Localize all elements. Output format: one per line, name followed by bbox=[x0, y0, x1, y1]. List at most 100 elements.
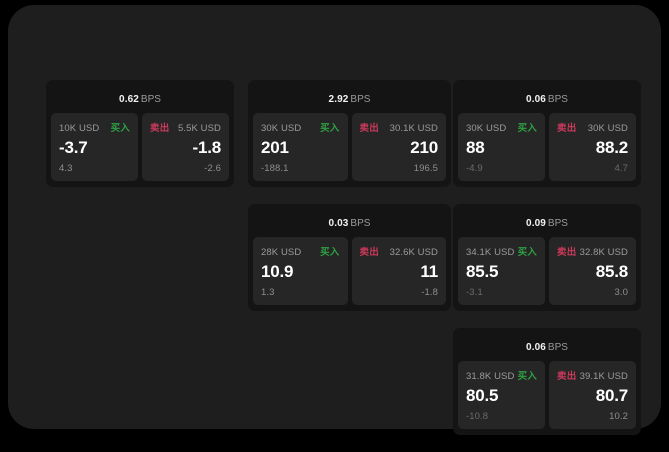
bps-unit-label: BPS bbox=[140, 94, 161, 105]
ask-price-row: 85.8 bbox=[557, 259, 628, 283]
bid-price-row: 80.5 bbox=[466, 383, 537, 407]
quote-card[interactable]: 0.62 BPS 10K USD 买入 -3.7 4.3 卖出 5.5K USD -1.8 -2.… bbox=[46, 80, 234, 187]
card-body: 31.8K USD 买入 80.5 -10.8 卖出 39.1K USD 80.7 10.2 bbox=[458, 361, 636, 429]
bid-panel[interactable]: 30K USD 买入 88 -4.9 bbox=[458, 113, 545, 181]
bid-price-value: 85.5 bbox=[466, 261, 499, 281]
card-header: 0.06 BPS bbox=[458, 85, 636, 113]
bid-delta-value: -188.1 bbox=[261, 162, 289, 174]
bid-panel[interactable]: 10K USD 买入 -3.7 4.3 bbox=[51, 113, 138, 181]
bps-value: 2.92 bbox=[328, 94, 349, 105]
ask-header-row: 卖出 39.1K USD bbox=[557, 368, 628, 382]
buy-action-label[interactable]: 买入 bbox=[320, 123, 340, 134]
sell-action-label[interactable]: 卖出 bbox=[557, 247, 577, 258]
bid-panel[interactable]: 34.1K USD 买入 85.5 -3.1 bbox=[458, 237, 545, 305]
quote-column-0: 0.62 BPS 10K USD 买入 -3.7 4.3 卖出 5.5K USD -1.8 -2.… bbox=[46, 80, 234, 204]
ask-panel[interactable]: 卖出 30.1K USD 210 196.5 bbox=[351, 113, 446, 181]
buy-action-label[interactable]: 买入 bbox=[517, 123, 537, 134]
quote-column-1: 2.92 BPS 30K USD 买入 201 -188.1 卖出 30.1K USD 210 1… bbox=[248, 80, 451, 328]
ask-delta-row: 10.2 bbox=[557, 410, 628, 422]
bid-price-row: 85.5 bbox=[466, 259, 537, 283]
bid-delta-row: 1.3 bbox=[261, 286, 340, 298]
bid-size-label: 28K USD bbox=[261, 247, 302, 258]
ask-delta-value: 3.0 bbox=[614, 286, 628, 298]
ask-panel[interactable]: 卖出 32.6K USD 11 -1.8 bbox=[351, 237, 446, 305]
bid-size-label: 30K USD bbox=[261, 123, 302, 134]
ask-size-label: 30K USD bbox=[587, 123, 628, 134]
ask-delta-value: -1.8 bbox=[421, 286, 438, 298]
bps-unit-label: BPS bbox=[547, 94, 568, 105]
bid-delta-row: -4.9 bbox=[466, 162, 537, 174]
bps-value: 0.06 bbox=[526, 342, 546, 353]
ask-size-label: 30.1K USD bbox=[389, 123, 438, 134]
card-body: 30K USD 买入 88 -4.9 卖出 30K USD 88.2 4.7 bbox=[458, 113, 636, 181]
quote-card[interactable]: 0.06 BPS 30K USD 买入 88 -4.9 卖出 30K USD 88.2 4.7 bbox=[453, 80, 641, 187]
ask-price-row: 11 bbox=[360, 259, 438, 283]
bps-unit-label: BPS bbox=[547, 342, 568, 353]
bid-price-value: 80.5 bbox=[466, 385, 499, 405]
bid-panel[interactable]: 28K USD 买入 10.9 1.3 bbox=[253, 237, 348, 305]
ask-panel[interactable]: 卖出 5.5K USD -1.8 -2.6 bbox=[142, 113, 229, 181]
ask-panel[interactable]: 卖出 30K USD 88.2 4.7 bbox=[549, 113, 636, 181]
bid-size-label: 30K USD bbox=[466, 123, 507, 134]
ask-size-label: 32.8K USD bbox=[579, 247, 628, 258]
ask-price-value: 88.2 bbox=[595, 137, 628, 157]
bid-delta-value: -3.1 bbox=[466, 286, 483, 298]
bps-unit-label: BPS bbox=[547, 218, 568, 229]
ask-panel[interactable]: 卖出 32.8K USD 85.8 3.0 bbox=[549, 237, 636, 305]
ask-delta-value: 10.2 bbox=[609, 410, 628, 422]
bid-header-row: 10K USD 买入 bbox=[59, 120, 130, 134]
ask-header-row: 卖出 30.1K USD bbox=[359, 120, 439, 134]
bid-price-value: -3.7 bbox=[59, 137, 88, 157]
quote-card[interactable]: 0.09 BPS 34.1K USD 买入 85.5 -3.1 卖出 32.8K USD 85.… bbox=[453, 204, 641, 311]
bps-value: 0.62 bbox=[119, 94, 139, 105]
card-header: 0.06 BPS bbox=[458, 333, 636, 361]
quote-card[interactable]: 2.92 BPS 30K USD 买入 201 -188.1 卖出 30.1K USD 210 1… bbox=[248, 80, 451, 187]
bid-delta-row: 4.3 bbox=[59, 162, 130, 174]
ask-header-row: 卖出 32.8K USD bbox=[557, 244, 628, 258]
quote-card-grid: 0.62 BPS 10K USD 买入 -3.7 4.3 卖出 5.5K USD -1.8 -2.… bbox=[38, 80, 641, 435]
bid-price-value: 88 bbox=[466, 137, 485, 157]
bid-panel[interactable]: 31.8K USD 买入 80.5 -10.8 bbox=[458, 361, 545, 429]
sell-action-label[interactable]: 卖出 bbox=[359, 123, 379, 134]
bid-header-row: 28K USD 买入 bbox=[261, 244, 340, 258]
sell-action-label[interactable]: 卖出 bbox=[557, 123, 577, 134]
buy-action-label[interactable]: 买入 bbox=[110, 123, 130, 134]
bid-header-row: 30K USD 买入 bbox=[261, 120, 340, 134]
bid-size-label: 10K USD bbox=[59, 123, 100, 134]
ask-size-label: 32.6K USD bbox=[389, 247, 438, 258]
bps-value: 0.09 bbox=[526, 218, 546, 229]
sell-action-label[interactable]: 卖出 bbox=[359, 247, 379, 258]
bid-delta-value: -10.8 bbox=[466, 410, 489, 422]
ask-header-row: 卖出 32.6K USD bbox=[359, 244, 439, 258]
ask-delta-row: 3.0 bbox=[557, 286, 628, 298]
quote-card[interactable]: 0.06 BPS 31.8K USD 买入 80.5 -10.8 卖出 39.1K USD 80… bbox=[453, 328, 641, 435]
ask-size-label: 39.1K USD bbox=[579, 371, 628, 382]
bid-size-label: 31.8K USD bbox=[466, 371, 515, 382]
ask-delta-row: -1.8 bbox=[360, 286, 439, 298]
buy-action-label[interactable]: 买入 bbox=[517, 247, 537, 258]
bid-price-row: -3.7 bbox=[59, 135, 130, 159]
sell-action-label[interactable]: 卖出 bbox=[150, 123, 170, 134]
card-body: 34.1K USD 买入 85.5 -3.1 卖出 32.8K USD 85.8 3.0 bbox=[458, 237, 636, 305]
app-panel: 0.62 BPS 10K USD 买入 -3.7 4.3 卖出 5.5K USD -1.8 -2.… bbox=[8, 5, 661, 435]
bid-price-row: 10.9 bbox=[261, 259, 340, 283]
sell-action-label[interactable]: 卖出 bbox=[557, 371, 577, 382]
ask-price-value: 11 bbox=[420, 261, 438, 281]
bid-panel[interactable]: 30K USD 买入 201 -188.1 bbox=[253, 113, 348, 181]
buy-action-label[interactable]: 买入 bbox=[320, 247, 340, 258]
bps-unit-label: BPS bbox=[350, 218, 371, 229]
ask-delta-value: 4.7 bbox=[614, 162, 628, 174]
bps-value: 0.06 bbox=[526, 94, 546, 105]
bid-price-value: 10.9 bbox=[261, 261, 294, 281]
bid-delta-row: -10.8 bbox=[466, 410, 537, 422]
quote-card[interactable]: 0.03 BPS 28K USD 买入 10.9 1.3 卖出 32.6K USD 11 -1.8 bbox=[248, 204, 451, 311]
buy-action-label[interactable]: 买入 bbox=[517, 371, 537, 382]
ask-panel[interactable]: 卖出 39.1K USD 80.7 10.2 bbox=[549, 361, 636, 429]
card-header: 0.09 BPS bbox=[458, 209, 636, 237]
ask-price-row: 80.7 bbox=[557, 383, 628, 407]
ask-size-label: 5.5K USD bbox=[177, 123, 221, 134]
ask-price-value: -1.8 bbox=[192, 137, 222, 157]
ask-delta-value: 196.5 bbox=[413, 162, 438, 174]
ask-delta-row: 196.5 bbox=[360, 162, 439, 174]
bid-header-row: 34.1K USD 买入 bbox=[466, 244, 537, 258]
